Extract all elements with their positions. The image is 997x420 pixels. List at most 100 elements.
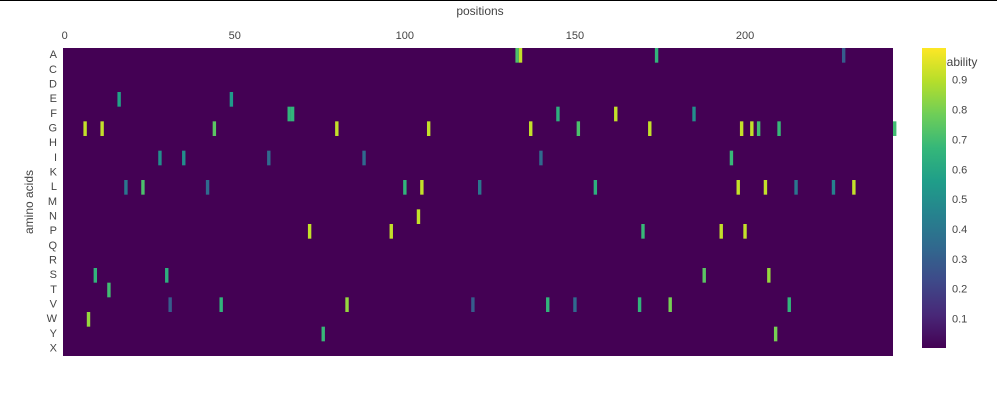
heatmap-cell [287, 106, 291, 122]
colorbar [922, 48, 946, 348]
heatmap-cell [573, 297, 577, 312]
heatmap-cell [389, 224, 393, 239]
heatmap-cell [403, 180, 407, 195]
y-tick-label: Q [48, 240, 57, 252]
heatmap-cell [546, 297, 550, 312]
colorbar-tick-label: 0.4 [952, 224, 967, 236]
heatmap-cell [654, 48, 659, 63]
heatmap-cell [787, 297, 791, 312]
heatmap-cell [831, 180, 836, 195]
colorbar-tick-label: 0.5 [952, 194, 967, 206]
colorbar-tick-label: 0.9 [952, 75, 967, 87]
y-tick-label: I [54, 152, 57, 164]
heatmap-cell [773, 326, 778, 342]
heatmap-cell [267, 150, 271, 166]
y-tick-label: L [51, 181, 57, 193]
heatmap-cell [529, 121, 533, 136]
y-tick-label: T [50, 284, 57, 296]
heatmap-cell [852, 180, 856, 195]
colorbar-tick-label: 0.6 [952, 164, 967, 176]
colorbar-tick-label: 0.3 [952, 254, 967, 266]
heatmap-cell [841, 48, 846, 63]
y-tick-label: H [49, 137, 57, 149]
x-tick-label: 150 [566, 30, 584, 42]
heatmap-cell [637, 297, 642, 312]
heatmap-cell [345, 297, 349, 312]
colorbar-tick-label: 0.7 [952, 134, 967, 146]
heatmap-cell [158, 150, 162, 166]
y-tick-label: N [49, 211, 57, 223]
heatmap-cell [141, 180, 145, 195]
y-tick-label: X [50, 343, 58, 355]
y-tick-label: P [50, 225, 57, 237]
heatmap-cell [471, 297, 475, 312]
y-tick-label: Y [50, 328, 58, 340]
heatmap-cell [416, 209, 421, 224]
heatmap-cell [750, 121, 754, 136]
heatmap-cell [100, 121, 104, 136]
heatmap-cell [335, 121, 339, 136]
heatmap-cell [729, 150, 734, 166]
y-tick-label: A [50, 49, 58, 61]
heatmap-cell [539, 150, 543, 166]
heatmap-cell [83, 121, 87, 136]
heatmap-cell [763, 180, 768, 195]
x-tick-label: 200 [736, 30, 754, 42]
heatmap-cell [702, 268, 706, 283]
heatmap-cell [182, 150, 186, 166]
x-axis-title: positions [456, 4, 503, 18]
y-tick-label: C [49, 64, 57, 76]
y-tick-label: K [50, 167, 58, 179]
heatmap-cell [515, 48, 519, 63]
heatmap-cell [362, 150, 366, 166]
y-tick-label: W [47, 313, 58, 325]
y-tick-label: G [48, 123, 57, 135]
heatmap-cell [420, 180, 424, 195]
y-tick-label: M [48, 196, 57, 208]
heatmap-cell [743, 224, 747, 239]
heatmap-cell [614, 106, 618, 122]
y-tick-label: R [49, 255, 57, 267]
colorbar-tick-label: 0.2 [952, 284, 967, 296]
heatmap-cell [168, 297, 172, 312]
heatmap-cell [641, 224, 645, 239]
heatmap-cell [777, 121, 781, 136]
heatmap-cell [290, 106, 295, 122]
heatmap-cell [593, 180, 598, 195]
heatmap-cell [518, 48, 523, 63]
heatmap-cell [756, 121, 761, 136]
y-tick-label: S [50, 269, 57, 281]
heatmap-cell [117, 92, 121, 107]
y-tick-label: D [49, 79, 57, 91]
heatmap-cell [124, 180, 128, 195]
y-tick-label: F [50, 108, 57, 120]
heatmap-cell [893, 121, 897, 136]
x-tick-label: 50 [229, 30, 241, 42]
heatmap-cell [321, 326, 325, 342]
heatmap-cell [648, 121, 652, 136]
heatmap-cell [165, 268, 169, 283]
heatmap-cell [307, 224, 312, 239]
heatmap-cell [86, 312, 91, 327]
y-axis-title: amino acids [22, 170, 36, 234]
heatmap-cell [219, 297, 223, 312]
y-tick-label: E [50, 93, 57, 105]
heatmap-cell [556, 106, 560, 122]
heatmap-background [63, 48, 893, 356]
heatmap-cell [576, 121, 581, 136]
x-tick-label: 0 [62, 30, 68, 42]
heatmap-cell [212, 121, 217, 136]
heatmap-cell [668, 297, 672, 312]
heatmap-cell [739, 121, 744, 136]
heatmap-cell [107, 282, 111, 298]
colorbar-tick-label: 0.1 [952, 314, 967, 326]
heatmap-cell [478, 180, 482, 195]
x-tick-label: 100 [396, 30, 414, 42]
heatmap-cell [767, 268, 771, 283]
heatmap-cell [692, 106, 696, 122]
heatmap-cell [719, 224, 723, 239]
heatmap-cell [205, 180, 210, 195]
heatmap-cell [794, 180, 798, 195]
